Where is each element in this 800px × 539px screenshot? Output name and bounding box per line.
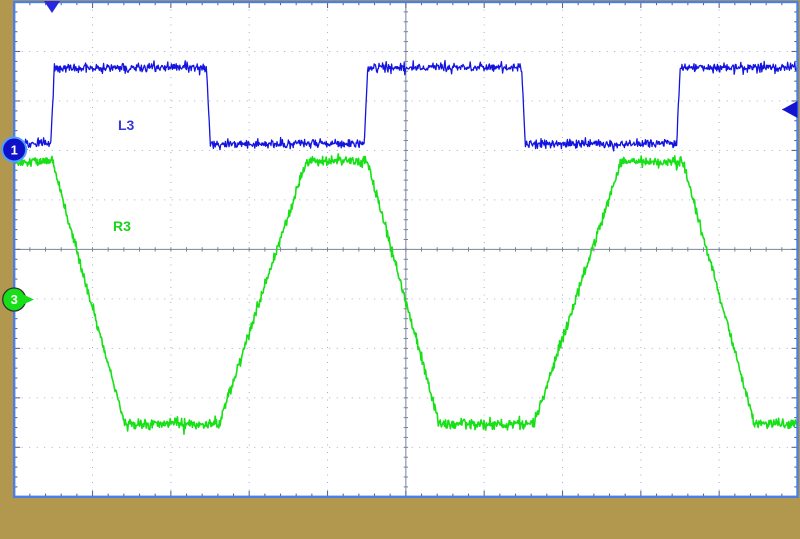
svg-text:L3: L3 xyxy=(118,117,135,133)
svg-text:R3: R3 xyxy=(113,218,131,234)
svg-text:3: 3 xyxy=(11,292,18,307)
svg-text:1: 1 xyxy=(11,142,18,157)
